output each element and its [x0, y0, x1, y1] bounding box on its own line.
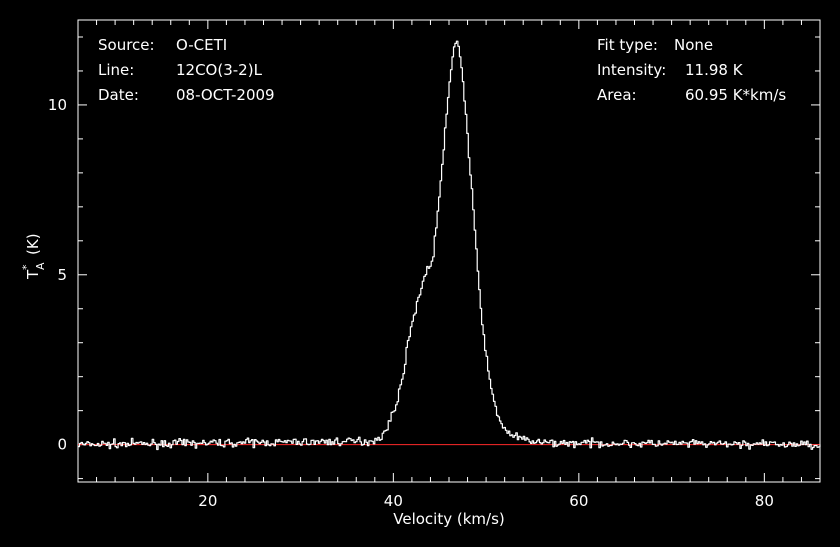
- info-fit-type-value: None: [674, 36, 713, 54]
- y-axis-label-unit: (K): [24, 233, 42, 255]
- x-tick-label: 80: [755, 492, 774, 510]
- info-source-value: O-CETI: [176, 36, 227, 54]
- info-left: Source: O-CETI Line: 12CO(3-2)L Date: 08…: [98, 36, 275, 104]
- y-axis-label-main: T: [24, 269, 42, 280]
- y-tick-label: 10: [48, 96, 67, 114]
- info-right: Fit type: None Intensity: 11.98 K Area: …: [597, 36, 786, 104]
- x-axis-ticks: 20 40 60 80: [77, 20, 821, 510]
- info-line-key: Line:: [98, 61, 134, 79]
- info-date-value: 08-OCT-2009: [176, 86, 275, 104]
- y-tick-label: 5: [57, 266, 67, 284]
- y-axis-label-sup: *: [20, 264, 33, 270]
- x-tick-label: 40: [384, 492, 403, 510]
- x-axis-label: Velocity (km/s): [393, 510, 504, 528]
- x-tick-label: 60: [569, 492, 588, 510]
- info-area-value: 60.95 K*km/s: [685, 86, 786, 104]
- info-area-key: Area:: [597, 86, 637, 104]
- y-axis-ticks: 0 5 10: [48, 36, 820, 480]
- info-line-value: 12CO(3-2)L: [176, 61, 263, 79]
- y-axis-label: T * A (K): [20, 233, 47, 280]
- series-line-spectrum: [78, 40, 821, 451]
- x-tick-label: 20: [198, 492, 217, 510]
- y-axis-label-sub: A: [34, 262, 47, 270]
- y-tick-label: 0: [57, 436, 67, 454]
- info-date-key: Date:: [98, 86, 139, 104]
- info-fit-type-key: Fit type:: [597, 36, 658, 54]
- info-source-key: Source:: [98, 36, 155, 54]
- info-intensity-value: 11.98 K: [685, 61, 744, 79]
- info-intensity-key: Intensity:: [597, 61, 666, 79]
